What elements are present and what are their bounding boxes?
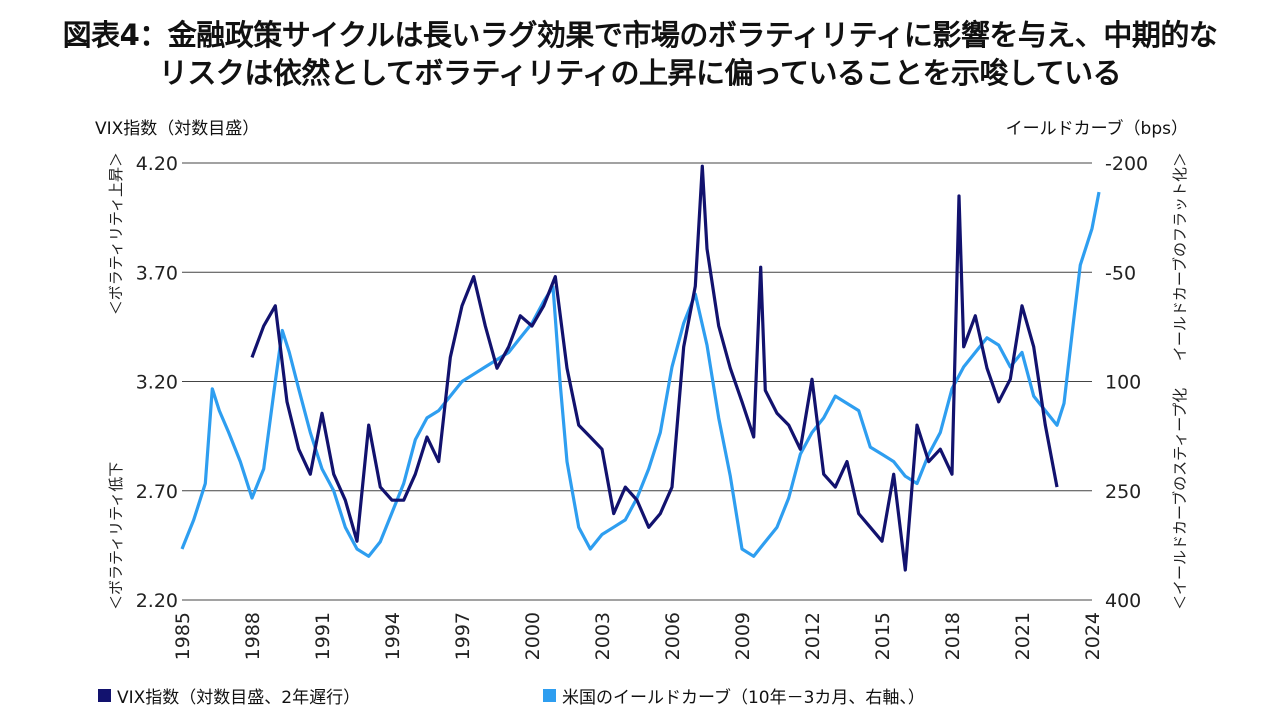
right-tick-label: 250	[1105, 481, 1141, 503]
x-tick-label: 2018	[942, 612, 964, 660]
legend-label-yield-curve: 米国のイールドカーブ（10年－3カ月、右軸、）	[562, 688, 925, 708]
left-tick-label: 2.70	[136, 481, 178, 503]
x-tick-label: 1994	[382, 612, 404, 660]
x-tick-label: 2000	[522, 612, 544, 660]
legend-swatch-yield-curve	[543, 689, 556, 702]
x-tick-label: 2015	[872, 612, 894, 660]
side-labels: ＜ボラティリティ上昇＞ ＜ボラティリティ低下 イールドカーブのフラット化＞ ＜イールド…	[107, 152, 1189, 610]
x-tick-label: 2024	[1082, 612, 1104, 660]
x-tick-label: 1997	[452, 612, 474, 660]
series-lines	[180, 164, 1101, 572]
x-tick-label: 2021	[1012, 612, 1034, 660]
x-axis-ticks: 1985 1988 1991 1994 1997 2000 2003 2006 2009 2012…	[172, 612, 1104, 660]
left-tick-label: 3.20	[136, 372, 178, 394]
x-tick-label: 1988	[242, 612, 264, 660]
x-tick-label: 2012	[802, 612, 824, 660]
chart-title-line1: 図表4：金融政策サイクルは長いラグ効果で市場のボラティリティに影響を与え、中期的…	[62, 18, 1218, 52]
x-tick-label: 2006	[662, 612, 684, 660]
left-tick-label: 4.20	[136, 153, 178, 175]
right-tick-label: -50	[1105, 262, 1136, 284]
left-axis-title: VIX指数（対数目盛）	[95, 119, 260, 139]
right-side-label-top: イールドカーブのフラット化＞	[1171, 152, 1189, 361]
right-tick-label: 400	[1105, 590, 1141, 612]
x-tick-label: 1985	[172, 612, 194, 660]
x-tick-label: 2009	[732, 612, 754, 660]
chart-title-line2: リスクは依然としてボラティリティの上昇に偏っていることを示唆している	[158, 56, 1122, 90]
right-tick-label: 100	[1105, 372, 1141, 394]
legend-label-vix: VIX指数（対数目盛、2年遅行）	[117, 688, 361, 708]
legend-item-vix: VIX指数（対数目盛、2年遅行）	[98, 683, 360, 708]
right-axis-title: イールドカーブ（bps）	[1005, 119, 1188, 139]
right-axis-ticks: -200 -50 100 250 400	[1105, 153, 1148, 612]
right-tick-label: -200	[1105, 153, 1148, 175]
right-side-label-bottom: ＜イールドカーブのスティープ化	[1171, 388, 1189, 610]
left-side-label-bottom: ＜ボラティリティ低下	[107, 462, 125, 610]
left-side-label-top: ＜ボラティリティ上昇＞	[107, 152, 125, 315]
x-tick-label: 1991	[312, 612, 334, 660]
x-tick-label: 2003	[592, 612, 614, 660]
left-tick-label: 2.20	[136, 590, 178, 612]
legend-swatch-vix	[98, 689, 111, 702]
left-tick-label: 3.70	[136, 262, 178, 284]
left-axis-ticks: 4.20 3.70 3.20 2.70 2.20	[136, 153, 178, 612]
vix-series-line	[250, 164, 1059, 572]
legend-item-yield-curve: 米国のイールドカーブ（10年－3カ月、右軸、）	[543, 683, 925, 708]
